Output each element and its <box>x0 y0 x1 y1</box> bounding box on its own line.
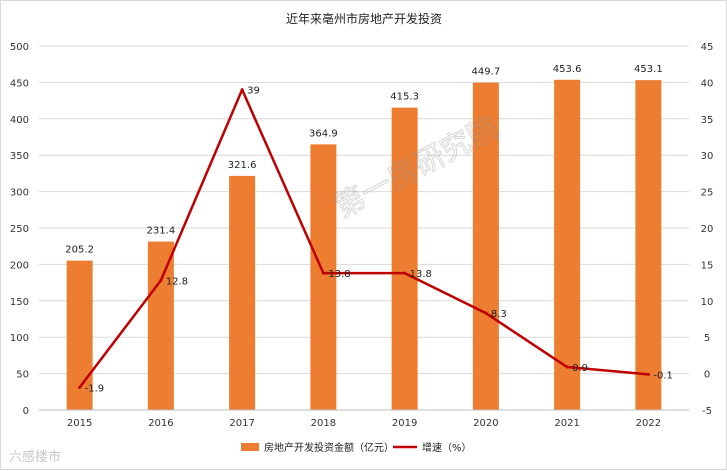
left-tick-label: 150 <box>10 297 29 308</box>
left-tick-label: 350 <box>10 151 29 162</box>
right-tick-label: 35 <box>701 115 714 126</box>
legend-swatch-bar <box>241 443 259 451</box>
right-tick-label: 20 <box>701 224 714 235</box>
left-tick-label: 450 <box>10 78 29 89</box>
line-data-label: 13.8 <box>328 269 350 280</box>
right-tick-label: 15 <box>701 260 714 271</box>
left-tick-label: 250 <box>10 224 29 235</box>
line-data-label: 0.9 <box>572 363 588 374</box>
bar-data-label: 364.9 <box>309 128 338 139</box>
line-data-label: -1.9 <box>85 383 105 394</box>
left-tick-label: 0 <box>23 406 29 417</box>
right-tick-label: 45 <box>701 42 714 53</box>
left-tick-label: 300 <box>10 188 29 199</box>
bar <box>229 175 256 410</box>
bar-data-label: 231.4 <box>147 226 176 237</box>
line-data-label: 8.3 <box>491 309 507 320</box>
line-data-label: 13.8 <box>410 269 432 280</box>
watermark-corner-text: 六感楼市 <box>9 449 61 465</box>
right-tick-label: 10 <box>701 297 714 308</box>
line-point <box>240 88 244 92</box>
line-data-label: -0.1 <box>653 370 673 381</box>
bar-data-label: 453.1 <box>634 64 663 75</box>
bar-data-label: 321.6 <box>228 160 257 171</box>
left-tick-label: 100 <box>10 333 29 344</box>
bar <box>554 79 581 410</box>
line-point <box>403 271 407 275</box>
x-tick-label: 2022 <box>636 418 661 429</box>
bar <box>472 82 499 410</box>
legend: 房地产开发投资金额（亿元） 增速（%） <box>241 441 472 454</box>
left-tick-label: 400 <box>10 115 29 126</box>
bar <box>66 260 93 410</box>
right-tick-label: 5 <box>704 333 710 344</box>
line-point <box>321 271 325 275</box>
left-axis: 0 50 100 150 200 250 300 350 400 450 500 <box>10 42 29 417</box>
x-tick-label: 2020 <box>473 418 498 429</box>
bar-data-label: 449.7 <box>472 67 501 78</box>
line-point <box>646 372 650 376</box>
right-axis: -5 0 5 10 15 20 25 30 35 40 45 <box>701 42 714 417</box>
legend-label-line: 增速（%） <box>422 441 472 454</box>
left-tick-label: 50 <box>16 370 29 381</box>
line-data-label: 12.8 <box>166 276 188 287</box>
left-tick-label: 200 <box>10 260 29 271</box>
bar-data-labels: 205.2 231.4 321.6 364.9 415.3 449.7 453.6 453.1 <box>65 64 662 256</box>
legend-label-bar: 房地产开发投资金额（亿元） <box>264 441 394 454</box>
right-tick-label: 30 <box>701 151 714 162</box>
right-tick-label: 25 <box>701 188 714 199</box>
left-tick-label: 500 <box>10 42 29 53</box>
line-point <box>159 278 163 282</box>
chart-title: 近年来亳州市房地产开发投资 <box>286 11 442 26</box>
bar-data-label: 205.2 <box>65 245 94 256</box>
bar <box>635 80 662 411</box>
line-point <box>484 311 488 315</box>
line-point <box>78 385 82 389</box>
watermark-corner: 六感楼市 <box>9 449 61 465</box>
right-tick-label: 40 <box>701 78 714 89</box>
right-tick-label: 0 <box>704 370 710 381</box>
x-tick-label: 2019 <box>392 418 417 429</box>
bar <box>310 144 337 411</box>
x-tick-label: 2017 <box>229 418 254 429</box>
x-tick-label: 2016 <box>148 418 173 429</box>
line-data-labels: -1.9 12.8 39 13.8 13.8 8.3 0.9 -0.1 <box>85 86 673 395</box>
line-data-label: 39 <box>247 86 260 97</box>
bar-series <box>66 79 662 411</box>
x-tick-label: 2021 <box>554 418 579 429</box>
x-tick-label: 2018 <box>311 418 336 429</box>
x-tick-label: 2015 <box>67 418 92 429</box>
bar-data-label: 415.3 <box>390 92 419 103</box>
gridlines <box>39 45 689 411</box>
bar-data-label: 453.6 <box>553 64 582 75</box>
line-point <box>565 365 569 369</box>
line-series <box>78 88 650 389</box>
growth-line <box>78 88 649 389</box>
x-axis: 2015 2016 2017 2018 2019 2020 2021 2022 <box>39 409 689 429</box>
bar <box>391 107 418 411</box>
right-tick-label: -5 <box>702 406 712 417</box>
bar <box>147 241 174 410</box>
